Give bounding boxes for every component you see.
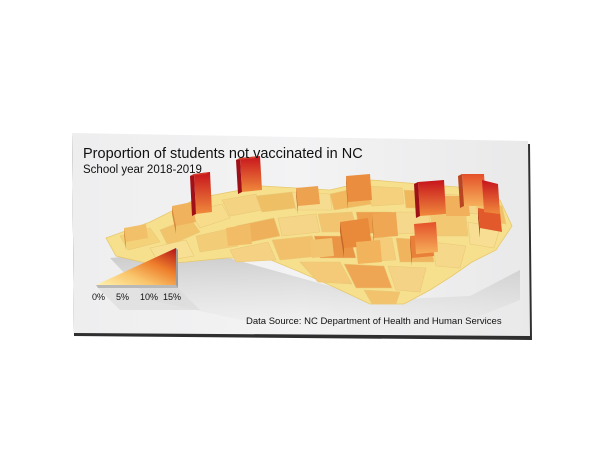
county [365, 185, 405, 207]
county [387, 265, 427, 293]
legend-floor [96, 285, 178, 288]
county-column [190, 172, 212, 216]
county-column [458, 174, 486, 208]
county-prism [346, 174, 372, 210]
county-prism [356, 240, 382, 264]
county-column [482, 180, 500, 214]
legend-tick-10: 10% [140, 292, 159, 302]
county [363, 289, 401, 305]
legend-side [176, 248, 178, 288]
legend-shadow [98, 288, 200, 310]
legend-tick-0: 0% [92, 292, 106, 302]
map-title: Proportion of students not vaccinated in… [83, 146, 363, 162]
county-prism [478, 208, 502, 238]
data-source-note: Data Source: NC Department of Health and… [246, 316, 502, 327]
county [431, 241, 467, 269]
county-prism [226, 224, 252, 246]
county-prism [372, 212, 398, 246]
legend-tick-5: 5% [116, 292, 130, 302]
county-column [236, 156, 262, 194]
county [277, 213, 321, 237]
county-column [414, 222, 438, 254]
county-prism [296, 186, 320, 214]
map-subtitle: School year 2018-2019 [83, 164, 202, 176]
county-prism [172, 202, 196, 234]
county-prism [340, 218, 372, 258]
legend-ramp [96, 248, 176, 285]
county [299, 261, 353, 285]
county-prism [310, 238, 334, 258]
county-prism [124, 224, 148, 250]
county [229, 241, 277, 263]
legend [96, 248, 200, 310]
county [343, 263, 393, 289]
county-columns [190, 156, 500, 254]
state-map [105, 156, 513, 305]
map-shadow [110, 250, 520, 330]
legend-tick-15: 15% [163, 292, 182, 302]
county-column [414, 180, 446, 218]
